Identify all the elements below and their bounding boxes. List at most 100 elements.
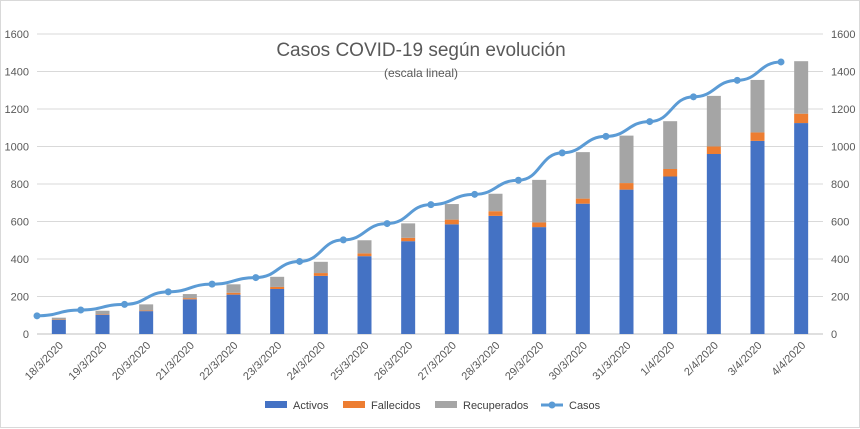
casos-point [384, 220, 391, 227]
bar-fallecidos [358, 253, 372, 256]
y-left-tick-label: 1400 [5, 67, 29, 79]
bar-fallecidos [96, 314, 110, 315]
bar-activos [227, 295, 241, 334]
casos-point [77, 307, 84, 314]
casos-point [252, 274, 259, 281]
bar-fallecidos [314, 273, 328, 276]
bar-fallecidos [227, 293, 241, 295]
legend-swatch [343, 401, 365, 408]
bar-recuperados [576, 152, 590, 199]
bar-activos [183, 299, 197, 334]
bar-activos [751, 141, 765, 334]
legend-item-casos: Casos [541, 400, 601, 412]
casos-point [778, 58, 785, 65]
bar-recuperados [489, 194, 503, 211]
casos-point [646, 118, 653, 125]
x-tick-label: 31/3/2020 [591, 340, 634, 383]
bar-recuperados [794, 61, 808, 114]
x-tick-label: 3/4/2020 [726, 340, 765, 379]
y-left-tick-label: 400 [11, 254, 29, 266]
y-right-tick-label: 1400 [831, 67, 855, 79]
x-tick-label: 4/4/2020 [770, 340, 809, 379]
y-right-tick-label: 0 [831, 329, 837, 341]
bar-recuperados [532, 180, 546, 223]
y-left-tick-label: 1600 [5, 29, 29, 41]
legend-label: Recuperados [463, 400, 529, 412]
legend-label: Activos [293, 400, 329, 412]
y-right-tick-label: 400 [831, 254, 849, 266]
bar-fallecidos [401, 238, 415, 241]
bar-recuperados [52, 318, 66, 320]
bar-fallecidos [445, 220, 459, 225]
x-tick-label: 25/3/2020 [329, 340, 372, 383]
bar-activos [663, 177, 677, 335]
x-tick-label: 19/3/2020 [67, 340, 110, 383]
bar-recuperados [183, 294, 197, 298]
bar-recuperados [663, 121, 677, 169]
x-tick-label: 29/3/2020 [503, 340, 546, 383]
casos-point [471, 191, 478, 198]
legend-item-recuperados: Recuperados [435, 400, 529, 412]
x-tick-label: 21/3/2020 [154, 340, 197, 383]
y-right-tick-label: 200 [831, 292, 849, 304]
bar-activos [270, 289, 284, 334]
bar-activos [532, 227, 546, 334]
x-tick-label: 27/3/2020 [416, 340, 459, 383]
casos-point [515, 177, 522, 184]
bar-activos [139, 311, 153, 334]
casos-point [296, 258, 303, 265]
legend-swatch [265, 401, 287, 408]
chart-title: Casos COVID-19 según evolución [276, 40, 565, 61]
x-tick-label: 2/4/2020 [682, 340, 721, 379]
bar-activos [576, 204, 590, 334]
y-left-tick-label: 200 [11, 292, 29, 304]
x-tick-label: 18/3/2020 [23, 340, 66, 383]
legend-label: Casos [569, 400, 601, 412]
casos-point [427, 201, 434, 208]
bar-recuperados [751, 80, 765, 133]
chart-subtitle: (escala lineal) [384, 66, 458, 80]
bar-recuperados [707, 96, 721, 147]
casos-point [34, 312, 41, 319]
casos-point [690, 93, 697, 100]
bar-recuperados [270, 277, 284, 287]
x-tick-label: 30/3/2020 [547, 340, 590, 383]
bar-activos [96, 315, 110, 334]
bar-recuperados [139, 304, 153, 310]
legend-marker [549, 402, 556, 409]
x-tick-label: 23/3/2020 [241, 340, 284, 383]
casos-point [165, 288, 172, 295]
bar-recuperados [445, 204, 459, 220]
bar-recuperados [401, 223, 415, 237]
x-tick-label: 28/3/2020 [460, 340, 503, 383]
bar-fallecidos [576, 199, 590, 204]
bar-activos [794, 123, 808, 334]
y-right-tick-label: 1000 [831, 142, 855, 154]
y-left-tick-label: 0 [23, 329, 29, 341]
bar-fallecidos [663, 169, 677, 177]
y-right-tick-label: 1200 [831, 104, 855, 116]
bar-activos [401, 241, 415, 334]
bar-recuperados [96, 311, 110, 314]
casos-point [602, 133, 609, 140]
bar-fallecidos [139, 311, 153, 312]
y-left-tick-label: 800 [11, 179, 29, 191]
bar-fallecidos [794, 114, 808, 123]
bar-activos [358, 256, 372, 334]
bar-recuperados [620, 136, 634, 183]
bar-recuperados [227, 284, 241, 292]
y-right-tick-label: 1600 [831, 29, 855, 41]
x-tick-label: 22/3/2020 [198, 340, 241, 383]
bar-activos [489, 216, 503, 334]
legend: Activos Fallecidos Recuperados Casos [265, 400, 601, 412]
bar-fallecidos [489, 211, 503, 216]
bar-activos [52, 320, 66, 334]
legend-label: Fallecidos [371, 400, 421, 412]
casos-point [559, 149, 566, 156]
y-left-tick-label: 600 [11, 217, 29, 229]
bar-fallecidos [532, 222, 546, 227]
bar-fallecidos [183, 298, 197, 299]
y-left-tick-label: 1200 [5, 104, 29, 116]
